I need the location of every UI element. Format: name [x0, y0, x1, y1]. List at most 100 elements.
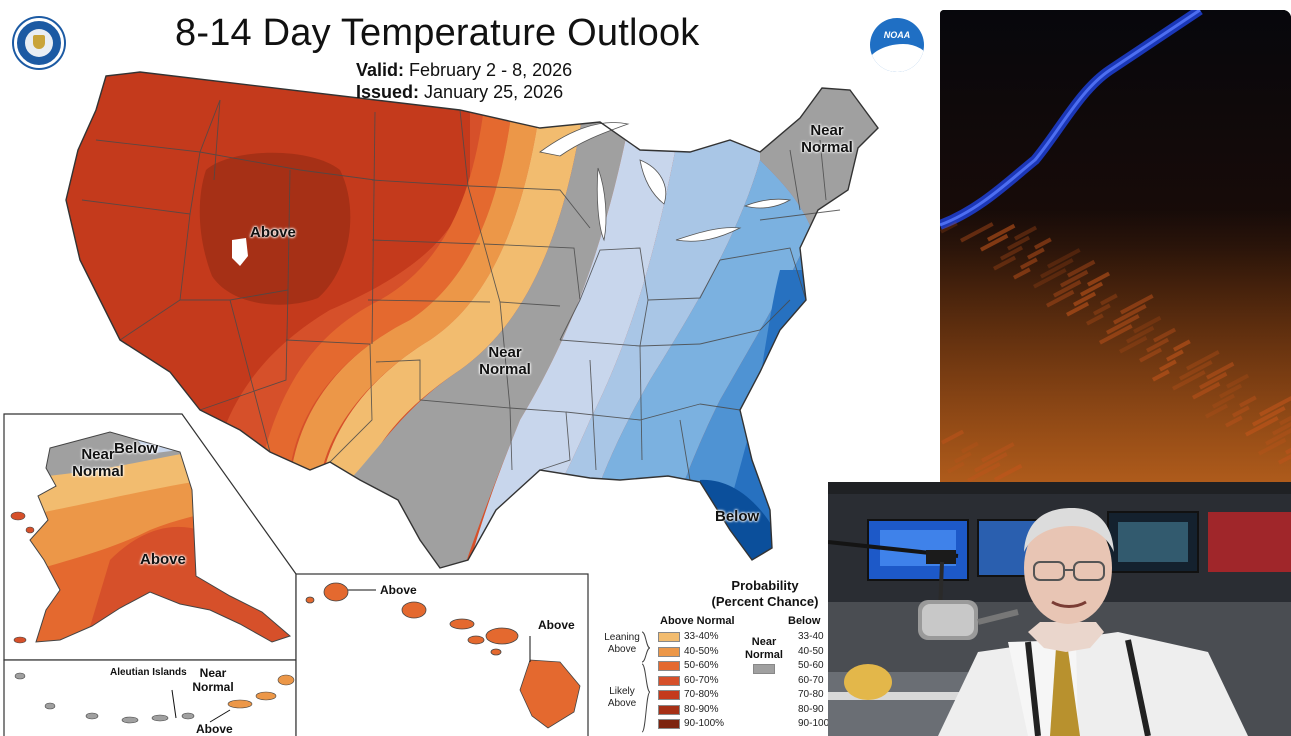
background-streak [1225, 415, 1243, 428]
legend-range-label: 70-80 [798, 689, 824, 700]
background-streak [1192, 381, 1221, 400]
hawaii-above-label-1: Above [380, 583, 417, 597]
background-streak [1000, 245, 1024, 261]
legend-swatch [658, 661, 680, 671]
background-streak [1020, 257, 1038, 270]
conus-near-normal-label: Near Normal [470, 344, 540, 378]
background-streak [1218, 383, 1243, 399]
background-streak [947, 461, 965, 474]
aleutian-above-label: Above [196, 722, 233, 736]
background-streak [980, 233, 1009, 252]
background-streak [1139, 347, 1163, 363]
legend-range-label: 33-40% [684, 631, 719, 642]
aleutian-near-line2: Normal [192, 680, 234, 694]
background-streak [1053, 279, 1082, 298]
legend-leaning-line2: Above [607, 644, 637, 655]
conus-above-label: Above [250, 224, 296, 241]
background-streak [1272, 417, 1291, 436]
legend-near-line1: Near [751, 636, 777, 648]
background-streak [1206, 361, 1235, 380]
background-streak [1225, 373, 1250, 389]
legend-range-label: 40-50% [684, 645, 719, 657]
background-streak [960, 222, 994, 243]
northeast-near-line2: Normal [801, 139, 853, 156]
alaska-outline [29, 431, 291, 643]
alaska-above-label: Above [140, 551, 186, 568]
alaska-near-line2: Normal [72, 463, 124, 480]
legend-swatch [658, 704, 680, 715]
legend-swatch [658, 646, 680, 657]
conus-near-line2: Normal [479, 361, 531, 378]
legend-likely-bracket [641, 663, 651, 733]
background-streak [1152, 327, 1177, 343]
background-streak [1279, 407, 1291, 426]
background-streak [1166, 349, 1184, 362]
legend-range-label: 70-80% [684, 689, 719, 700]
legend-swatch [658, 690, 680, 700]
noaa-logo-text: NOAA [883, 30, 911, 40]
background-streak [1146, 337, 1170, 353]
background-streak [1046, 289, 1075, 308]
background-streak [1100, 293, 1118, 306]
background-streak [1277, 449, 1291, 465]
legend-above-header: Above Normal [660, 615, 735, 627]
outlook-map [3, 71, 879, 736]
valid-value: February 2 - 8, 2026 [409, 60, 573, 80]
background-streak [1126, 325, 1155, 344]
northeast-near-normal-label: Near Normal [794, 122, 860, 156]
background-streak [1065, 301, 1090, 317]
legend-near-label: Near Normal [744, 636, 784, 662]
background-streak [1067, 259, 1096, 278]
background-streak [1252, 406, 1286, 427]
background-art [940, 10, 1291, 482]
background-streak [1159, 359, 1177, 372]
background-streak [1212, 393, 1236, 409]
legend-range-label: 60-70 [798, 674, 824, 686]
hawaii-islands [305, 582, 581, 729]
background-streak [1179, 360, 1213, 381]
conus-outline [65, 71, 879, 569]
background-streak [1060, 269, 1089, 288]
background-streak [1113, 304, 1147, 325]
commerce-seal-icon [14, 18, 64, 68]
legend-leaning-bracket [641, 631, 651, 663]
legend-near-swatch [753, 664, 775, 674]
issued-value: January 25, 2026 [424, 82, 564, 102]
aleutian-east-shapes [227, 674, 295, 709]
legend-range-label: 80-90% [684, 703, 719, 715]
noaa-logo-icon: NOAA [870, 18, 924, 72]
background-streak [987, 223, 1016, 242]
background-streak [1013, 267, 1031, 280]
legend-swatch [658, 719, 680, 729]
background-streak [1186, 350, 1220, 371]
aleutian-near-line1: Near [199, 666, 227, 680]
background-streak [1034, 237, 1052, 250]
background-streak [1232, 405, 1250, 418]
background-streak [961, 441, 979, 454]
background-streak [1172, 370, 1206, 391]
legend-title: Probability (Percent Chance) [690, 578, 840, 610]
background-streak [1079, 281, 1104, 297]
background-streak [1265, 427, 1291, 446]
background-streak [1073, 291, 1097, 307]
northeast-near-line1: Near [810, 122, 844, 139]
background-streak [1199, 371, 1228, 390]
background-streak [1047, 248, 1081, 269]
valid-line: Valid: February 2 - 8, 2026 [356, 60, 572, 81]
background-streak [940, 221, 958, 234]
florida-below-label: Below [715, 508, 760, 525]
aleutian-near-normal-label: Near Normal [186, 666, 240, 694]
legend-below-header: Below [788, 615, 821, 627]
background-streak [1013, 225, 1038, 241]
background-streak [1133, 315, 1162, 334]
background-streak [1120, 294, 1154, 315]
background-streak [1099, 324, 1133, 345]
legend-title-line1: Probability [731, 578, 799, 593]
legend-likely-label: Likely Above [602, 686, 642, 710]
background-streak [941, 429, 965, 445]
background-streak [1027, 247, 1045, 260]
legend-leaning-label: Leaning Above [602, 632, 642, 656]
background-streak [954, 451, 972, 464]
background-streak [1040, 258, 1074, 279]
presenter-camera-feed [828, 482, 1291, 736]
